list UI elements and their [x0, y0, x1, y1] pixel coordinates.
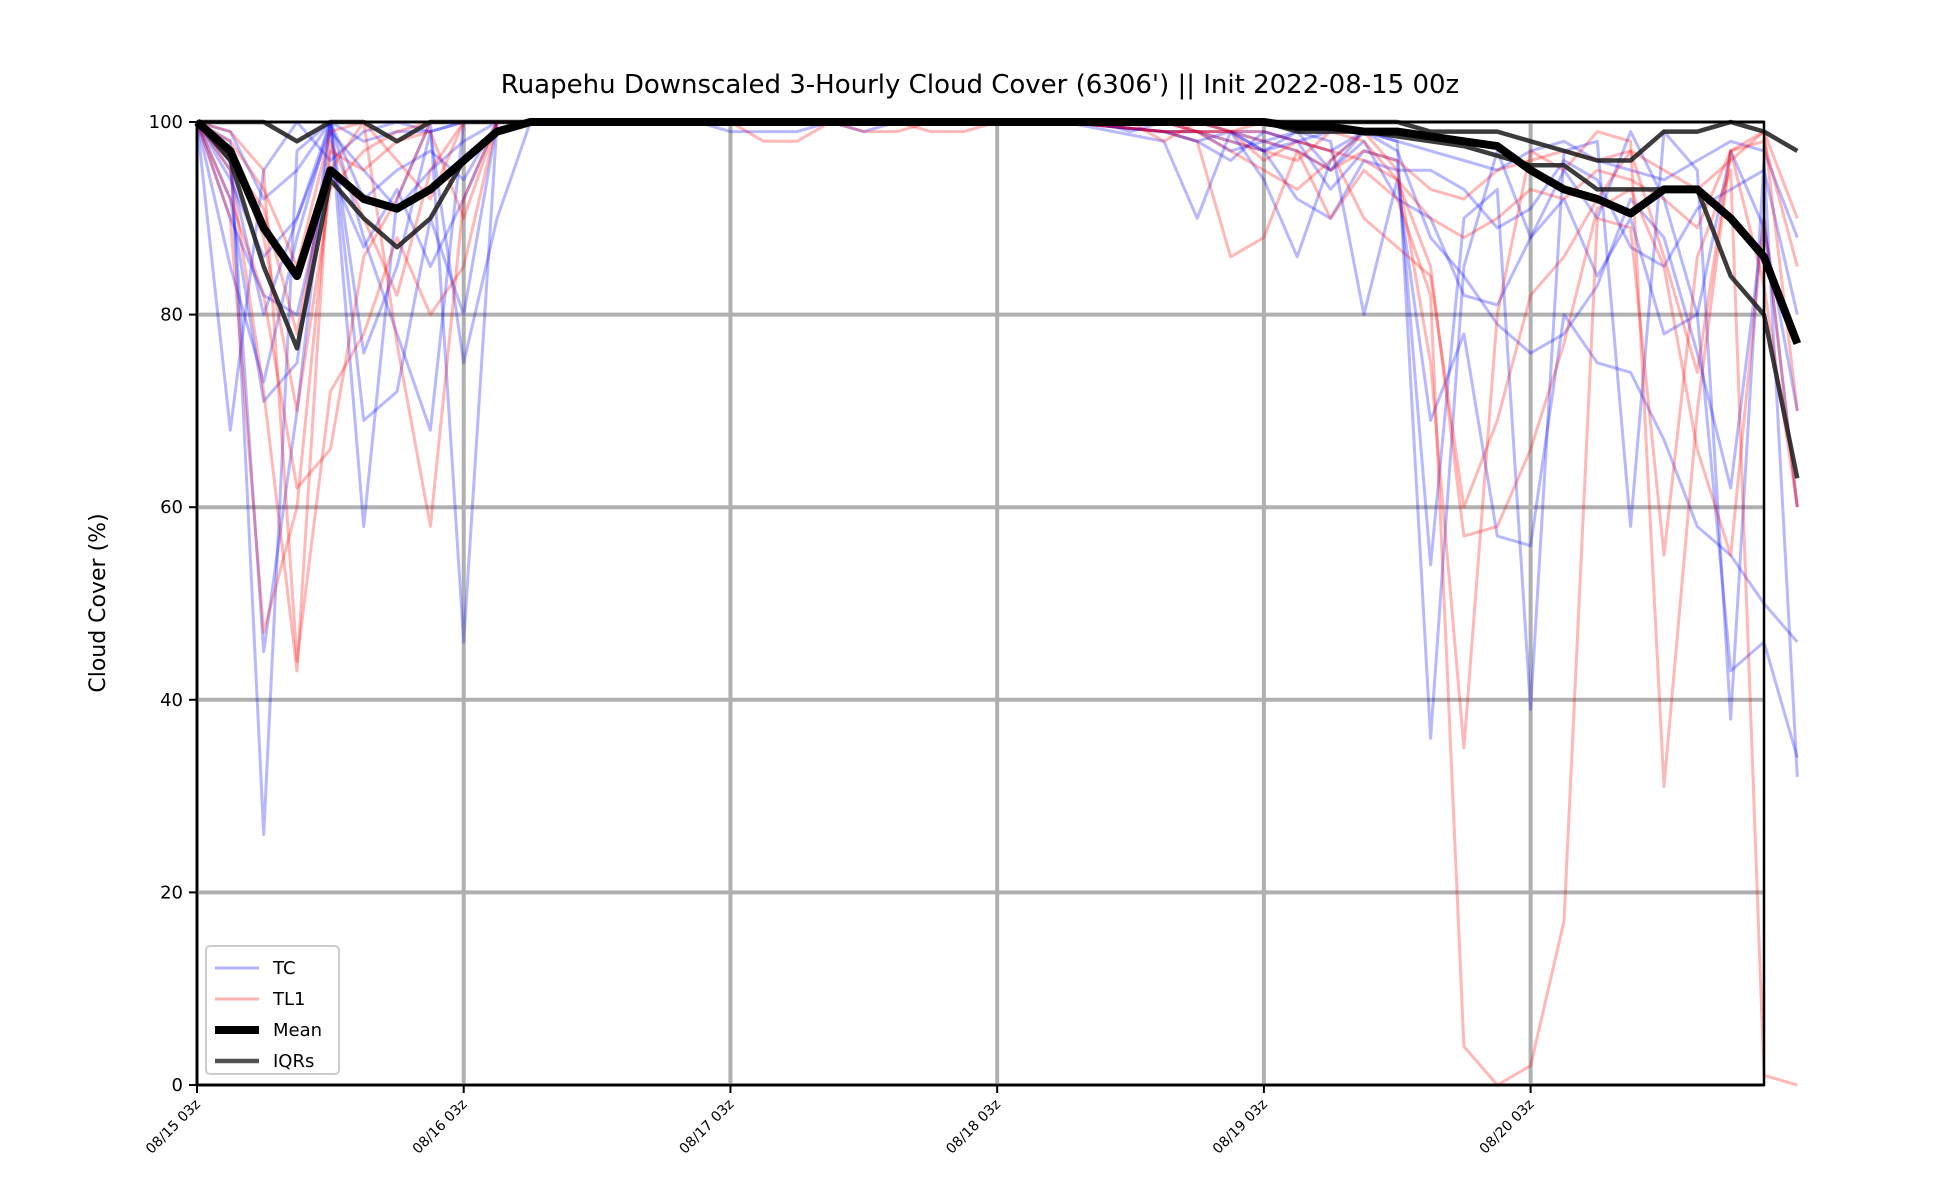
legend: TC TL1 Mean IQRs [205, 945, 340, 1075]
y-tick-label: 80 [160, 305, 183, 326]
tl1-member-line [1063, 120, 1799, 557]
tl1-member-line [896, 120, 998, 134]
legend-label-mean: Mean [273, 1020, 322, 1041]
x-tick-label: 08/15 03z [143, 1097, 204, 1158]
tc-member-line [1063, 120, 1799, 508]
x-tick-label: 08/17 03z [676, 1097, 737, 1158]
tc-member-line [696, 120, 831, 134]
tc-member-line [1063, 120, 1799, 315]
y-tick-label: 40 [160, 690, 183, 711]
legend-label-iqrs: IQRs [273, 1051, 314, 1072]
y-tick-label: 20 [160, 882, 183, 903]
tc-member-line [1229, 130, 1332, 153]
tl1-member-line [1063, 120, 1799, 509]
legend-label-tc: TC [272, 958, 296, 979]
legend-label-tl1: TL1 [272, 989, 305, 1010]
tc-member-line [195, 120, 1164, 403]
y-tick-label: 100 [149, 112, 183, 133]
x-tick-label: 08/19 03z [1210, 1097, 1271, 1158]
legend-box [205, 945, 340, 1075]
x-tick-label: 08/18 03z [943, 1097, 1004, 1158]
tl1-member-line [1063, 120, 1799, 267]
tc-member-line [1063, 120, 1799, 643]
plot-frame [195, 120, 1766, 1087]
chart-title: Ruapehu Downscaled 3-Hourly Cloud Cover … [501, 70, 1459, 100]
tl1-member-line [1063, 120, 1798, 1087]
tc-member-line [1063, 120, 1799, 239]
tl1-member-line [1063, 120, 1799, 219]
y-axis-label: Cloud Cover (%) [86, 513, 111, 692]
y-tick-label: 60 [160, 497, 183, 518]
x-tick-label: 08/20 03z [1477, 1097, 1538, 1158]
y-tick-label: 0 [172, 1075, 183, 1096]
tc-member-line [1063, 120, 1799, 777]
tc-member-line [1063, 120, 1799, 759]
x-tick-label: 08/16 03z [410, 1097, 471, 1158]
tc-member-line [1063, 120, 1799, 412]
tl1-member-line [1063, 120, 1799, 788]
